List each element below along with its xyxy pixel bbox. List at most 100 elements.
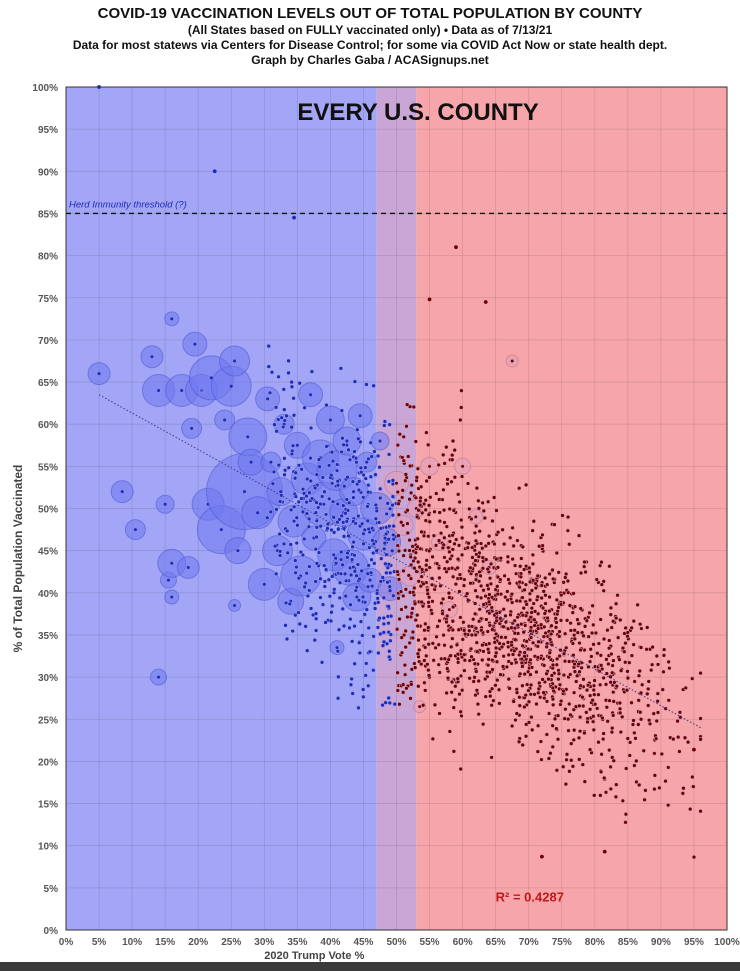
county-point [401, 434, 406, 439]
county-point [299, 496, 304, 501]
county-point [371, 541, 377, 547]
county-point [295, 523, 300, 528]
data-bubble-center [332, 553, 336, 557]
county-point [530, 552, 536, 558]
county-point [462, 658, 468, 663]
county-point [544, 582, 550, 587]
county-point [395, 442, 401, 448]
county-point [277, 549, 283, 554]
county-point [567, 659, 572, 664]
county-point [285, 528, 290, 534]
county-point [434, 491, 439, 496]
x-tick-label: 40% [320, 937, 340, 948]
herd-immunity-label: Herd Immunity threshold (?) [69, 199, 187, 210]
county-point [680, 791, 686, 796]
county-point [544, 732, 550, 737]
county-point [601, 588, 606, 593]
county-point [650, 644, 655, 650]
county-point [327, 594, 333, 599]
county-point [666, 659, 671, 665]
county-point [565, 514, 571, 520]
county-point [555, 737, 561, 742]
county-point [506, 644, 511, 650]
county-point [488, 581, 494, 587]
county-point [476, 506, 482, 511]
county-point [444, 524, 450, 529]
county-point [582, 559, 587, 565]
county-point [331, 530, 337, 535]
county-point [281, 387, 286, 392]
county-point [305, 648, 310, 653]
outlier-point [692, 747, 696, 752]
county-point [374, 548, 379, 553]
county-point [378, 579, 383, 584]
county-point [341, 534, 347, 539]
county-point [455, 565, 460, 571]
x-tick-label: 70% [519, 937, 539, 948]
county-point [591, 687, 596, 693]
county-point [528, 672, 533, 677]
county-point [413, 617, 418, 623]
county-point [286, 370, 291, 376]
county-point [421, 533, 427, 539]
y-tick-label: 90% [38, 167, 58, 178]
county-point [556, 605, 561, 610]
county-point [402, 662, 408, 668]
county-point [561, 688, 566, 694]
county-point [604, 671, 609, 676]
county-point [439, 656, 444, 661]
county-point [336, 627, 342, 632]
county-point [620, 798, 626, 804]
data-bubble-center [309, 393, 313, 397]
county-point [409, 483, 414, 488]
county-point [282, 472, 287, 477]
county-point [302, 405, 307, 410]
county-point [489, 703, 494, 708]
data-bubble-center [378, 439, 382, 443]
county-point [614, 683, 619, 689]
county-point [305, 593, 311, 599]
county-point [484, 617, 489, 622]
county-point [522, 671, 527, 677]
county-point [354, 460, 359, 465]
county-point [508, 612, 513, 618]
county-point [461, 652, 467, 657]
county-point [319, 494, 325, 499]
county-point [580, 703, 586, 709]
county-point [588, 647, 593, 652]
county-point [395, 670, 400, 675]
county-point [462, 577, 467, 582]
county-point [323, 620, 328, 625]
county-point [474, 640, 480, 645]
county-point [294, 515, 299, 520]
county-point [277, 531, 282, 537]
county-point [427, 565, 432, 570]
county-point [488, 693, 493, 699]
county-point [521, 605, 526, 611]
data-bubble-center [335, 646, 339, 650]
county-point [365, 584, 371, 589]
county-point [286, 465, 291, 470]
county-point [383, 561, 388, 567]
county-point [381, 621, 387, 627]
county-point [413, 439, 418, 444]
county-point [546, 756, 552, 761]
county-point [303, 580, 308, 586]
county-point [473, 577, 479, 582]
county-point [423, 507, 428, 513]
county-point [439, 600, 444, 606]
county-point [442, 656, 448, 661]
county-point [406, 454, 411, 459]
county-point [442, 520, 447, 525]
county-point [376, 520, 382, 525]
county-point [581, 633, 586, 638]
county-point [583, 569, 588, 575]
county-point [497, 701, 502, 706]
county-point [615, 593, 620, 598]
county-point [561, 580, 566, 585]
county-point [359, 521, 365, 526]
county-point [335, 648, 341, 654]
county-point [564, 618, 570, 623]
data-bubble-center [97, 372, 101, 376]
county-point [507, 686, 512, 691]
